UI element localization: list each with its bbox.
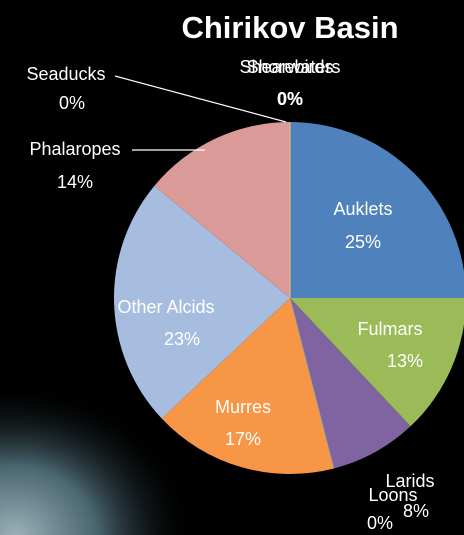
slice [161, 298, 334, 474]
pie [114, 122, 464, 474]
value-label: 23% [164, 329, 200, 349]
slice-label: Murres [215, 397, 271, 417]
value-label: 17% [225, 429, 261, 449]
slice [290, 298, 464, 427]
leader-line [114, 75, 287, 123]
slice [154, 122, 290, 298]
value-label: 0% [59, 93, 85, 113]
slice-label: Shorebirds [246, 57, 333, 77]
slice-label: Seaducks [26, 64, 105, 84]
slice-label: Larids [385, 471, 434, 491]
slice-label: Auklets [333, 199, 392, 219]
slice [114, 185, 290, 419]
slice-label: Phalaropes [29, 139, 120, 159]
value-label: 25% [345, 232, 381, 252]
slice-label: Loons [368, 485, 417, 505]
slice [290, 122, 464, 298]
value-label: 0% [277, 89, 303, 109]
slice [290, 298, 411, 469]
value-label: 0% [277, 89, 303, 109]
slice-label: Shearwaters [239, 57, 340, 77]
labels: Auklets 25% Fulmars 13% Larids 8%Loons 0% Murre… [26, 57, 434, 533]
value-label: 13% [387, 351, 423, 371]
chart-title: Chirikov Basin [181, 10, 398, 45]
slice-label: Fulmars [357, 319, 422, 339]
slice-label: Other Alcids [117, 297, 214, 317]
value-label: 14% [57, 172, 93, 192]
value-label: 0% [367, 513, 393, 533]
value-label: 8% [403, 501, 429, 521]
